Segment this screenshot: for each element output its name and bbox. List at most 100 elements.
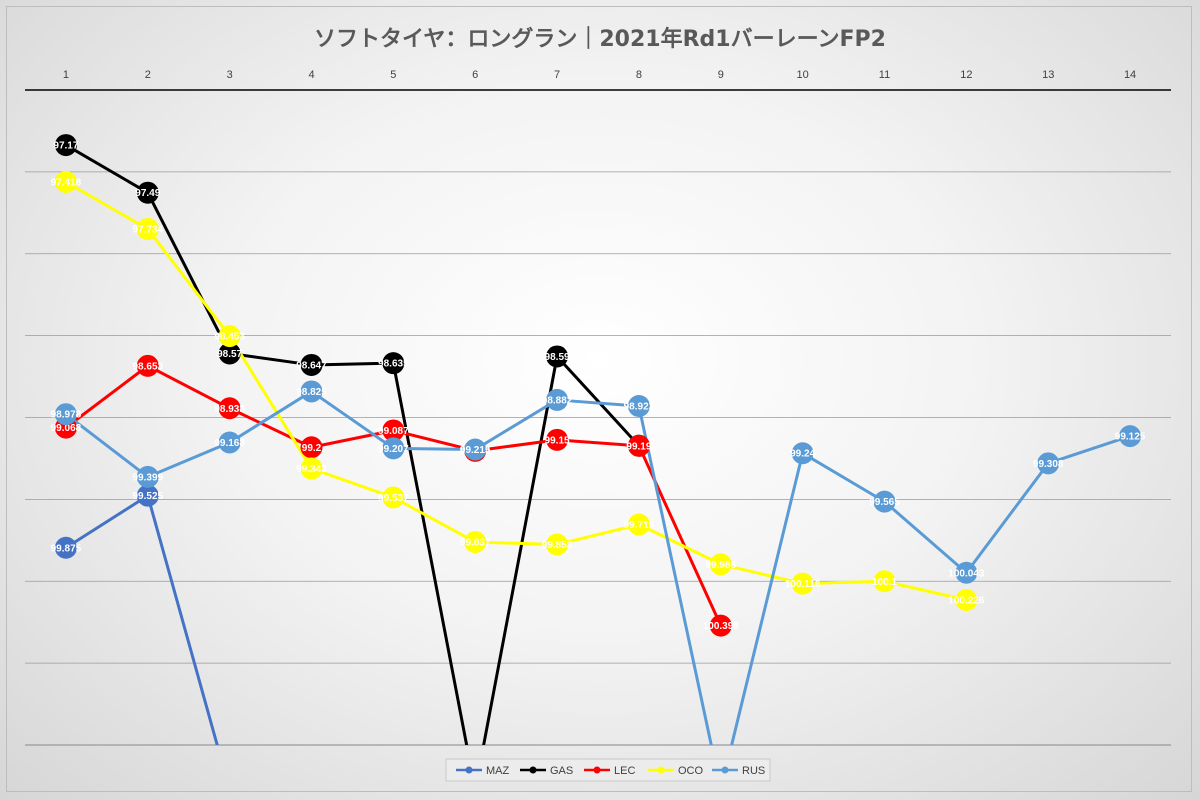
point-lec[interactable] [627,434,650,457]
data-label-oco: 100.116 [785,579,821,590]
x-tick-label: 9 [718,69,724,81]
data-label-rus: 99.215 [460,445,491,456]
point-gas[interactable] [300,353,323,376]
x-tick-label: 11 [879,69,890,81]
data-label-lec: 99.087 [378,426,409,437]
data-label-rus: 99.399 [132,472,163,483]
point-lec[interactable] [218,397,241,420]
point-oco[interactable] [546,533,569,556]
chart-title: ソフトタイヤ：ロングラン｜2021年Rd1バーレーンFP2 [314,26,886,52]
point-rus[interactable] [1037,452,1060,475]
point-oco[interactable] [873,570,896,593]
x-tick-label: 12 [960,69,972,81]
legend-marker-oco [657,766,665,774]
data-label-lec: 99.15 [545,435,570,446]
point-oco[interactable] [955,589,978,612]
data-label-maz: 99.525 [132,491,163,502]
data-label-oco: 98.453 [214,332,245,343]
point-rus[interactable] [300,380,323,403]
point-rus[interactable] [382,437,405,460]
series-rus [65,389,1131,745]
data-label-rus: 99.207 [378,444,409,455]
x-tick-label: 13 [1042,69,1054,81]
point-rus[interactable] [627,395,650,418]
series-oco [65,180,967,602]
x-tick-label: 2 [145,69,151,81]
series-line-oco [65,180,967,602]
legend-label-maz[interactable]: MAZ [486,765,510,777]
data-label-oco: 100.1 [872,577,897,588]
point-gas[interactable] [546,345,569,368]
data-label-oco: 99.986 [705,560,736,571]
data-label-oco: 99.837 [460,538,491,549]
data-label-gas: 98.59 [545,352,570,363]
point-oco[interactable] [382,486,405,509]
data-label-maz: 99.875 [51,543,82,554]
gridlines [25,89,1171,746]
point-oco[interactable] [54,170,77,193]
point-rus[interactable] [136,465,159,488]
data-label-lec: 98.653 [132,361,163,372]
data-label-oco: 97.418 [51,177,82,188]
x-tick-label: 4 [308,69,314,81]
point-lec[interactable] [300,436,323,459]
point-rus[interactable] [464,438,487,461]
point-gas[interactable] [136,181,159,204]
data-label-lec: 98.938 [214,404,245,415]
point-rus[interactable] [791,442,814,465]
point-rus[interactable] [1119,425,1142,448]
point-rus[interactable] [955,561,978,584]
point-rus[interactable] [54,403,77,426]
legend-marker-lec [593,766,601,774]
data-label-rus: 99.168 [214,438,245,449]
point-rus[interactable] [546,388,569,411]
series-gas [65,143,641,745]
legend-label-gas[interactable]: GAS [550,765,573,777]
point-maz[interactable] [54,536,77,559]
x-tick-label: 6 [472,69,478,81]
data-label-lec: 99.19 [626,441,651,452]
data-label-rus: 98.882 [542,395,573,406]
legend-label-lec[interactable]: LEC [614,765,635,777]
point-oco[interactable] [627,513,650,536]
point-oco[interactable] [791,572,814,595]
point-rus[interactable] [218,431,241,454]
point-lec[interactable] [546,428,569,451]
data-label-oco: 99.537 [378,493,409,504]
legend-label-oco[interactable]: OCO [678,765,704,777]
point-lec[interactable] [136,354,159,377]
point-oco[interactable] [464,531,487,554]
x-tick-label: 10 [797,69,809,81]
data-label-lec: 100.398 [703,621,740,632]
data-label-gas: 97.49 [135,188,160,199]
data-label-oco: 97.734 [132,225,163,236]
legend-marker-rus [721,766,729,774]
point-oco[interactable] [300,457,323,480]
data-label-gas: 97.17 [53,141,78,152]
point-gas[interactable] [382,352,405,375]
x-tick-label: 7 [554,69,560,81]
point-rus[interactable] [873,490,896,513]
x-tick-label: 5 [390,69,396,81]
x-tick-label: 14 [1124,69,1136,81]
point-lec[interactable] [709,614,732,637]
point-oco[interactable] [218,325,241,348]
data-label-rus: 98.978 [51,410,82,421]
x-tick-label: 1 [63,69,69,81]
point-oco[interactable] [709,553,732,576]
point-gas[interactable] [218,342,241,365]
legend-label-rus[interactable]: RUS [742,765,765,777]
legend-marker-maz [465,766,473,774]
series-line-gas [65,143,641,745]
data-label-rus: 99.308 [1033,459,1064,470]
data-label-lec: 99.068 [51,423,82,434]
point-gas[interactable] [54,134,77,157]
point-oco[interactable] [136,218,159,241]
point-maz[interactable] [136,484,159,507]
data-label-lec: 99.2 [302,443,322,454]
data-label-oco: 100.226 [948,596,985,607]
data-label-oco: 99.853 [542,540,573,551]
point-lec[interactable] [382,419,405,442]
chart-frame [6,6,1192,792]
